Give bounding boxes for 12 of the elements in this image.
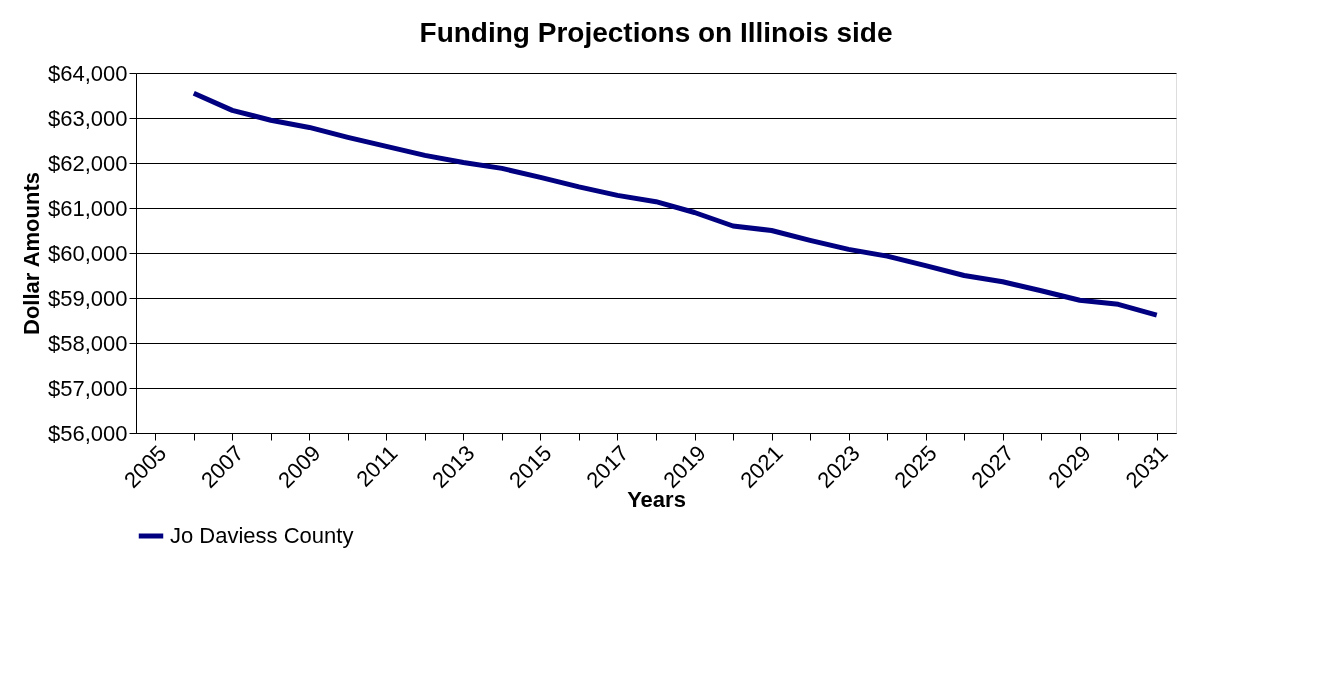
- y-tick-label: $56,000: [47, 420, 128, 446]
- legend-label: Jo Daviess County: [170, 523, 354, 548]
- y-tick-label: $60,000: [47, 240, 128, 266]
- y-tick-label: $61,000: [47, 195, 128, 221]
- chart-title: Funding Projections on Illinois side: [419, 17, 893, 48]
- y-axis-title: Dollar Amounts: [18, 172, 44, 335]
- y-tick-label: $58,000: [47, 330, 128, 356]
- y-tick-label: $57,000: [47, 375, 128, 401]
- y-tick-label: $64,000: [47, 60, 128, 86]
- y-tick-label: $63,000: [47, 105, 128, 131]
- y-tick-label: $59,000: [47, 285, 128, 311]
- y-tick-label: $62,000: [47, 150, 128, 176]
